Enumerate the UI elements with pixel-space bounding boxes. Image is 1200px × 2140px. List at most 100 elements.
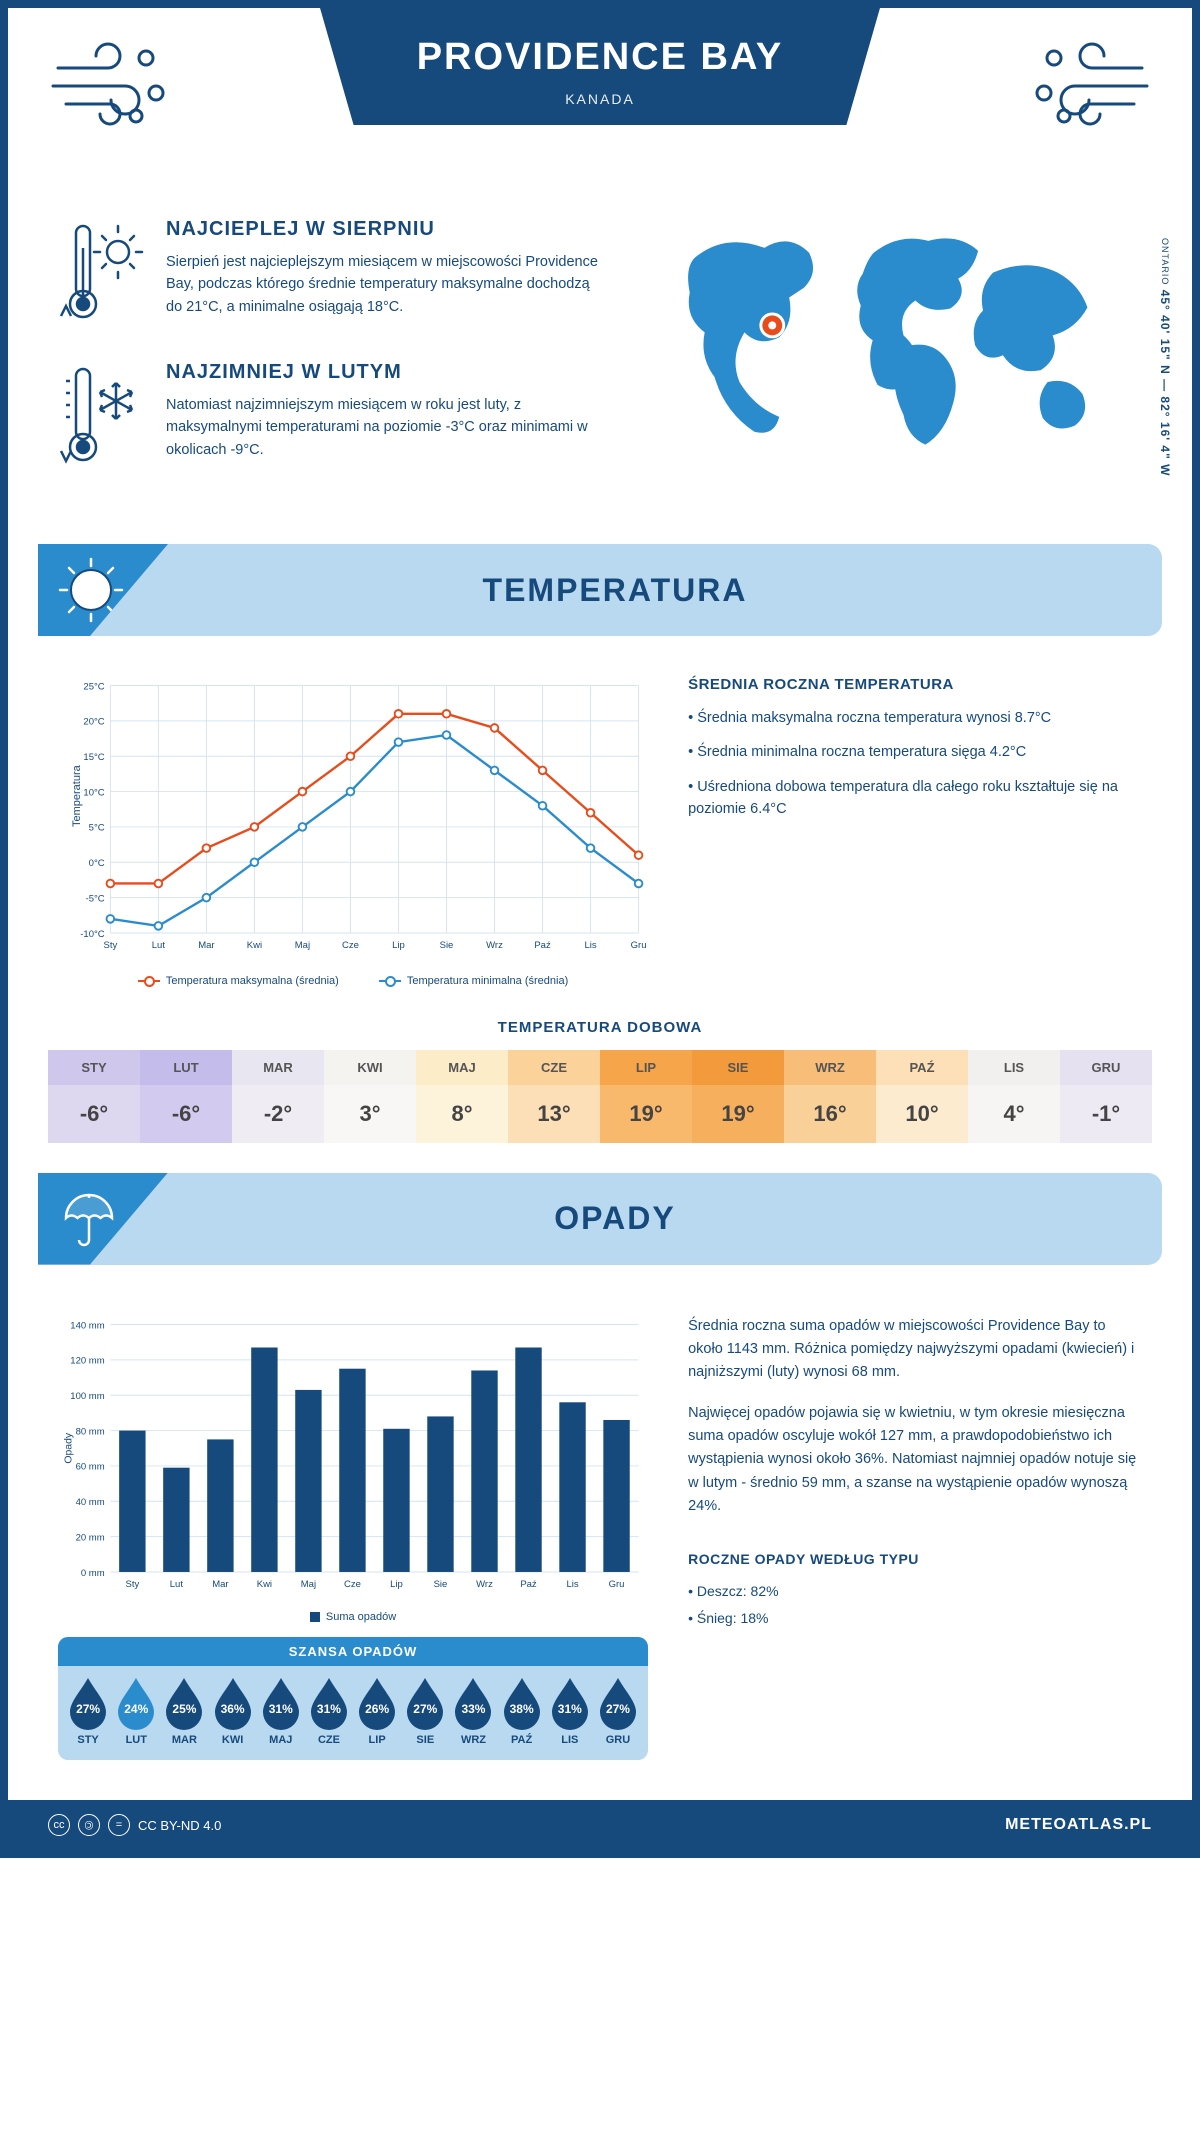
svg-text:Sty: Sty (103, 940, 117, 951)
brand: METEOATLAS.PL (1005, 1816, 1152, 1834)
svg-text:40 mm: 40 mm (76, 1497, 105, 1508)
daily-cell: KWI3° (324, 1050, 416, 1143)
svg-text:Maj: Maj (295, 940, 310, 951)
daily-cell: LIP19° (600, 1050, 692, 1143)
section-header-opady: OPADY (38, 1173, 1162, 1265)
svg-text:Lis: Lis (584, 940, 596, 951)
svg-text:Wrz: Wrz (486, 940, 503, 951)
summary-item: Średnia maksymalna roczna temperatura wy… (688, 707, 1142, 729)
svg-text:0 mm: 0 mm (81, 1567, 105, 1578)
bar-legend: Suma opadów (58, 1611, 648, 1623)
svg-text:Gru: Gru (631, 940, 647, 951)
rain-chance-cell: 27%GRU (594, 1676, 642, 1746)
warmest-title: NAJCIEPLEJ W SIERPNIU (166, 218, 605, 241)
svg-text:20 mm: 20 mm (76, 1532, 105, 1543)
svg-text:Kwi: Kwi (257, 1579, 272, 1590)
coldest-block: NAJZIMNIEJ W LUTYM Natomiast najzimniejs… (58, 361, 605, 476)
rain-chance-cell: 36%KWI (209, 1676, 257, 1746)
coordinates: ONTARIO 45° 40' 15" N — 82° 16' 4" W (1158, 238, 1172, 476)
svg-text:-5°C: -5°C (86, 893, 105, 904)
coldest-title: NAJZIMNIEJ W LUTYM (166, 361, 605, 384)
svg-text:-10°C: -10°C (80, 929, 105, 940)
svg-text:Lis: Lis (566, 1579, 578, 1590)
sun-icon (38, 544, 168, 636)
by-icon: 🄯 (78, 1814, 100, 1836)
section-header-temp: TEMPERATURA (38, 544, 1162, 636)
svg-text:Kwi: Kwi (247, 940, 262, 951)
rain-chance-cell: 31%LIS (546, 1676, 594, 1746)
temperature-line-chart: Temperatura -10°C-5°C0°C5°C10°C15°C20°C2… (58, 676, 648, 987)
svg-text:0°C: 0°C (89, 858, 105, 869)
svg-text:10°C: 10°C (83, 787, 104, 798)
world-map-icon (645, 218, 1142, 477)
nd-icon: = (108, 1814, 130, 1836)
daily-temp-table: STY-6°LUT-6°MAR-2°KWI3°MAJ8°CZE13°LIP19°… (48, 1050, 1152, 1143)
svg-text:120 mm: 120 mm (70, 1355, 104, 1366)
svg-text:Lip: Lip (390, 1579, 403, 1590)
svg-text:Paź: Paź (520, 1579, 537, 1590)
warmest-block: NAJCIEPLEJ W SIERPNIU Sierpień jest najc… (58, 218, 605, 333)
svg-text:Sie: Sie (434, 1579, 448, 1590)
rain-chance-cell: 31%MAJ (257, 1676, 305, 1746)
daily-cell: LIS4° (968, 1050, 1060, 1143)
svg-text:Cze: Cze (342, 940, 359, 951)
temperature-summary: ŚREDNIA ROCZNA TEMPERATURA Średnia maksy… (688, 676, 1142, 987)
svg-text:Paź: Paź (534, 940, 551, 951)
daily-cell: WRZ16° (784, 1050, 876, 1143)
svg-text:Wrz: Wrz (476, 1579, 493, 1590)
rain-chance-cell: 33%WRZ (449, 1676, 497, 1746)
svg-text:80 mm: 80 mm (76, 1426, 105, 1437)
svg-text:100 mm: 100 mm (70, 1391, 104, 1402)
svg-text:140 mm: 140 mm (70, 1320, 104, 1331)
svg-text:25°C: 25°C (83, 681, 104, 692)
daily-cell: MAR-2° (232, 1050, 324, 1143)
svg-text:Sie: Sie (440, 940, 454, 951)
page-subtitle: KANADA (320, 91, 880, 107)
section-title: TEMPERATURA (168, 572, 1062, 609)
svg-text:15°C: 15°C (83, 752, 104, 763)
daily-cell: STY-6° (48, 1050, 140, 1143)
umbrella-icon (38, 1173, 168, 1265)
daily-cell: MAJ8° (416, 1050, 508, 1143)
daily-cell: SIE19° (692, 1050, 784, 1143)
rain-chance-cell: 31%CZE (305, 1676, 353, 1746)
svg-text:Sty: Sty (125, 1579, 139, 1590)
footer: cc 🄯 = CC BY-ND 4.0 METEOATLAS.PL (8, 1800, 1192, 1850)
svg-text:Opady: Opady (63, 1432, 74, 1464)
summary-item: Uśredniona dobowa temperatura dla całego… (688, 776, 1142, 821)
section-title: OPADY (168, 1200, 1062, 1237)
daily-cell: LUT-6° (140, 1050, 232, 1143)
cc-icon: cc (48, 1814, 70, 1836)
rain-chance-cell: 25%MAR (160, 1676, 208, 1746)
rain-chance-cell: 38%PAŹ (498, 1676, 546, 1746)
coldest-text: Natomiast najzimniejszym miesiącem w rok… (166, 394, 605, 461)
page-title: PROVIDENCE BAY (320, 36, 880, 79)
map-area: ONTARIO 45° 40' 15" N — 82° 16' 4" W (645, 218, 1142, 504)
svg-text:Mar: Mar (198, 940, 214, 951)
precipitation-bar-chart: 0 mm20 mm40 mm60 mm80 mm100 mm120 mm140 … (58, 1315, 648, 1606)
thermometer-sun-icon (58, 218, 148, 333)
chart-legend: Temperatura maksymalna (średnia) Tempera… (58, 975, 648, 987)
info-row: NAJCIEPLEJ W SIERPNIU Sierpień jest najc… (8, 208, 1192, 534)
rain-chance-cell: 27%STY (64, 1676, 112, 1746)
rain-chance-panel: SZANSA OPADÓW 27%STY24%LUT25%MAR36%KWI31… (58, 1637, 648, 1760)
header: PROVIDENCE BAY KANADA (8, 8, 1192, 208)
infographic-page: PROVIDENCE BAY KANADA (0, 0, 1200, 1858)
warmest-text: Sierpień jest najcieplejszym miesiącem w… (166, 251, 605, 318)
daily-temp-title: TEMPERATURA DOBOWA (8, 1019, 1192, 1036)
svg-text:Maj: Maj (301, 1579, 316, 1590)
rain-chance-cell: 27%SIE (401, 1676, 449, 1746)
svg-text:20°C: 20°C (83, 717, 104, 728)
svg-text:5°C: 5°C (89, 823, 105, 834)
svg-text:Cze: Cze (344, 1579, 361, 1590)
rain-chance-cell: 26%LIP (353, 1676, 401, 1746)
svg-text:Lip: Lip (392, 940, 405, 951)
annual-precip-type: ROCZNE OPADY WEDŁUG TYPU • Deszcz: 82% •… (688, 1548, 1142, 1629)
precipitation-summary: Średnia roczna suma opadów w miejscowośc… (688, 1315, 1142, 1761)
rain-chance-cell: 24%LUT (112, 1676, 160, 1746)
daily-cell: GRU-1° (1060, 1050, 1152, 1143)
summary-item: Średnia minimalna roczna temperatura się… (688, 741, 1142, 763)
wind-icon (48, 38, 178, 133)
thermometer-snow-icon (58, 361, 148, 476)
title-banner: PROVIDENCE BAY KANADA (320, 8, 880, 125)
